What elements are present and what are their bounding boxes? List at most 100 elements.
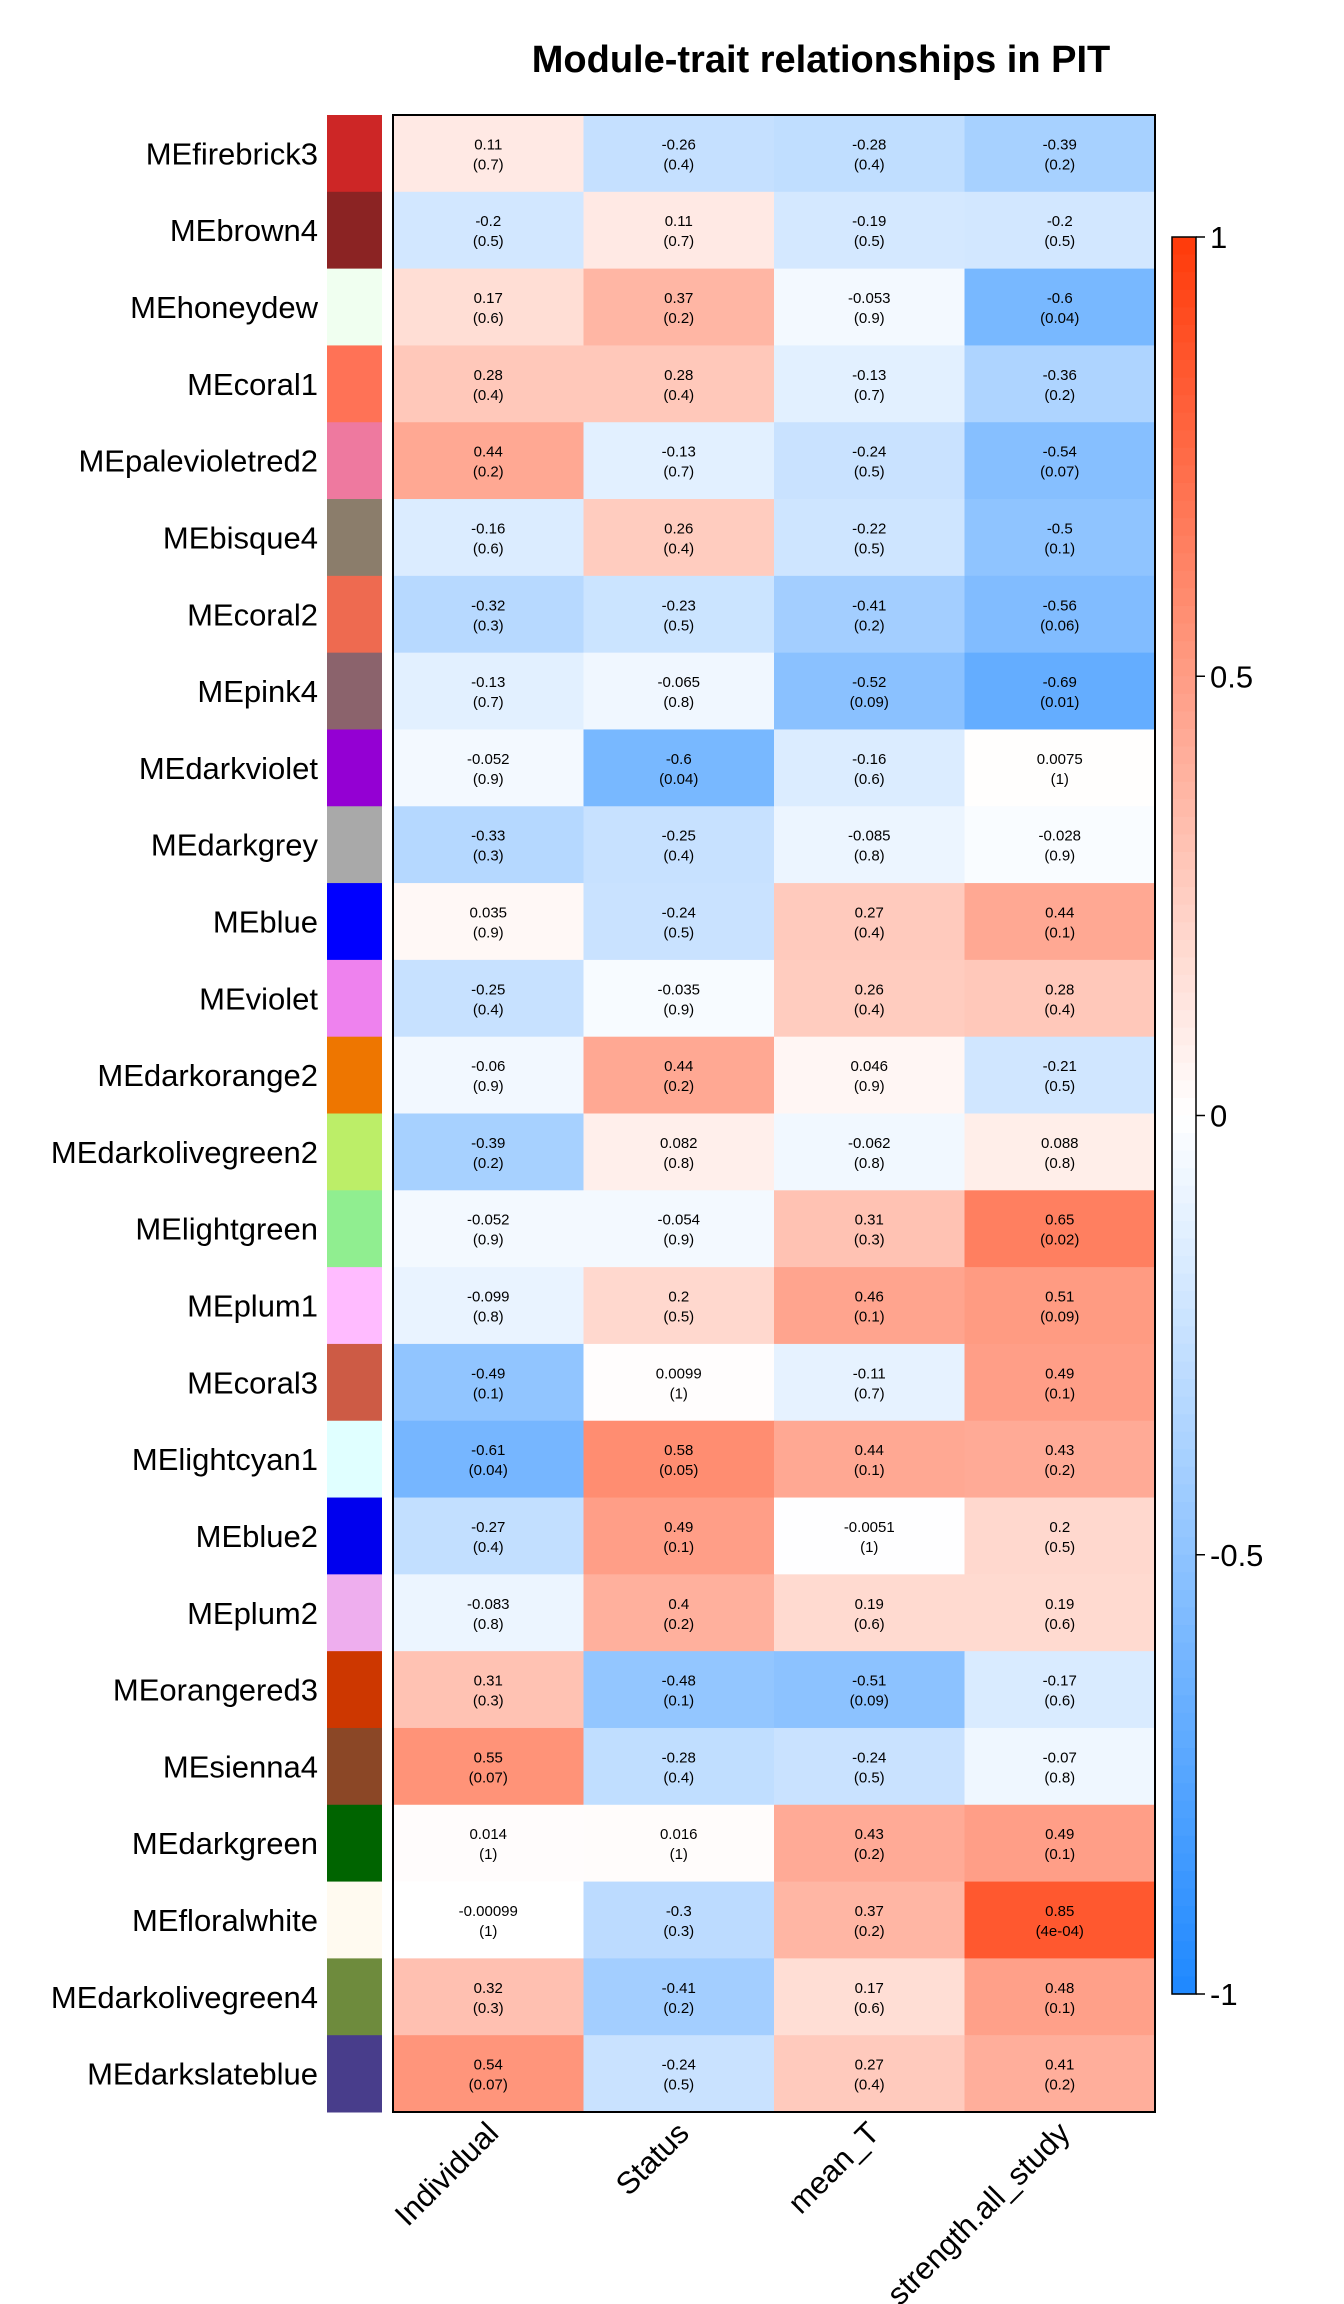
- row-labels: MEfirebrick3 MEbrown4 MEhoneydew MEcoral1 ME…: [51, 136, 319, 2091]
- heatmap-cell: [393, 1267, 584, 1345]
- legend-swatch: [1172, 1379, 1196, 1398]
- heatmap-cell: [774, 575, 965, 654]
- heatmap-cell: [774, 1113, 965, 1191]
- heatmap-cells: 0.11 (0.7) -0.26 (0.4) -0.28 (0.4) -0.39 (0.2) -…: [393, 115, 1156, 2113]
- legend-swatch: [1172, 1256, 1196, 1275]
- cell-correlation: -0.2: [1047, 213, 1073, 230]
- heatmap-cell: [393, 575, 584, 654]
- cell-pvalue: (0.7): [473, 694, 504, 711]
- legend-swatch: [1172, 1923, 1196, 1942]
- cell-pvalue: (0.8): [473, 1616, 504, 1633]
- cell-pvalue: (0.7): [854, 387, 885, 404]
- legend-swatch: [1172, 746, 1196, 765]
- module-color-swatch: [327, 1727, 382, 1806]
- heatmap-cell: [583, 1036, 775, 1114]
- module-color-swatch: [327, 345, 382, 423]
- heatmap-cell: [774, 1574, 965, 1652]
- cell-correlation: 0.046: [850, 1058, 888, 1075]
- cell-pvalue: (0.9): [473, 924, 504, 941]
- legend-swatch: [1172, 395, 1196, 414]
- heatmap-cell: [774, 1727, 965, 1806]
- legend-swatch: [1172, 465, 1196, 484]
- cell-pvalue: (0.2): [854, 1846, 885, 1863]
- heatmap-cell: [964, 883, 1156, 961]
- heatmap-cell: [583, 729, 775, 807]
- cell-correlation: -0.19: [852, 213, 886, 230]
- heatmap-cell: [964, 652, 1156, 730]
- cell-correlation: -0.24: [662, 904, 696, 921]
- legend-swatch: [1172, 1115, 1196, 1134]
- legend-swatch: [1172, 1642, 1196, 1661]
- legend-swatch: [1172, 1502, 1196, 1521]
- cell-pvalue: (0.3): [473, 1693, 504, 1710]
- cell-pvalue: (0.5): [854, 540, 885, 557]
- cell-pvalue: (0.5): [854, 464, 885, 481]
- heatmap-cell: [964, 1804, 1156, 1883]
- cell-pvalue: (0.4): [663, 848, 694, 865]
- legend-swatch: [1172, 658, 1196, 677]
- legend-swatch: [1172, 887, 1196, 906]
- legend-swatch: [1172, 1818, 1196, 1837]
- row-label: MEplum2: [187, 1596, 318, 1631]
- heatmap-cell: [583, 1804, 775, 1883]
- cell-correlation: -0.052: [467, 751, 510, 768]
- cell-correlation: 0.016: [660, 1826, 698, 1843]
- legend-swatch: [1172, 1308, 1196, 1327]
- heatmap-cell: [583, 1113, 775, 1191]
- legend-swatch: [1172, 1220, 1196, 1240]
- legend-swatch: [1172, 1888, 1196, 1907]
- legend-swatch: [1172, 1800, 1196, 1819]
- cell-pvalue: (0.2): [663, 2000, 694, 2017]
- cell-correlation: 0.26: [855, 981, 884, 998]
- cell-correlation: 0.48: [1045, 1980, 1074, 1997]
- cell-pvalue: (0.3): [473, 2000, 504, 2017]
- row-label: MEdarkslateblue: [87, 2057, 318, 2092]
- cell-pvalue: (0.5): [473, 233, 504, 250]
- legend-swatch: [1172, 1185, 1196, 1204]
- row-label: MEdarkorange2: [97, 1058, 318, 1093]
- heatmap-cell: [583, 499, 775, 577]
- cell-pvalue: (1): [479, 1846, 497, 1863]
- cell-pvalue: (0.2): [1044, 387, 1075, 404]
- legend-tick-label: 0.5: [1210, 659, 1253, 694]
- heatmap-cell: [774, 1036, 965, 1114]
- legend-swatch: [1172, 1695, 1196, 1714]
- cell-pvalue: (0.5): [663, 2077, 694, 2094]
- cell-pvalue: (0.3): [854, 1232, 885, 1249]
- cell-pvalue: (0.2): [854, 1923, 885, 1940]
- cell-correlation: 0.014: [469, 1826, 507, 1843]
- cell-correlation: 0.49: [1045, 1365, 1074, 1382]
- column-label: strength.all_study: [880, 2115, 1077, 2304]
- cell-pvalue: (0.4): [1044, 1001, 1075, 1018]
- legend-swatch: [1172, 992, 1196, 1011]
- row-label: MElightgreen: [135, 1212, 318, 1247]
- cell-correlation: -0.085: [848, 828, 891, 845]
- heatmap-cell: [393, 2035, 584, 2113]
- cell-correlation: -0.062: [848, 1135, 891, 1152]
- cell-pvalue: (0.8): [473, 1309, 504, 1326]
- row-label: MEpalevioletred2: [78, 444, 318, 479]
- row-label: MEcoral3: [187, 1365, 318, 1400]
- cell-correlation: 0.58: [664, 1442, 693, 1459]
- legend-tick-label: 1: [1210, 220, 1227, 255]
- cell-pvalue: (0.1): [854, 1309, 885, 1326]
- cell-correlation: 0.2: [1049, 1519, 1070, 1536]
- cell-correlation: 0.11: [665, 213, 693, 230]
- cell-pvalue: (0.2): [663, 1616, 694, 1633]
- legend-swatch: [1172, 1203, 1196, 1222]
- heatmap-cell: [964, 1727, 1156, 1806]
- cell-correlation: 0.17: [855, 1980, 884, 1997]
- module-color-swatch: [327, 883, 382, 961]
- cell-pvalue: (0.6): [1044, 1616, 1075, 1633]
- heatmap-cell: [774, 1190, 965, 1268]
- cell-pvalue: (0.4): [663, 1769, 694, 1786]
- cell-correlation: -0.25: [471, 981, 505, 998]
- heatmap-cell: [774, 1804, 965, 1883]
- cell-correlation: -0.028: [1038, 828, 1081, 845]
- legend-swatch: [1172, 851, 1196, 871]
- heatmap-cell: [393, 1574, 584, 1652]
- heatmap-cell: [964, 1497, 1156, 1575]
- legend-swatch: [1172, 1326, 1196, 1345]
- cell-correlation: -0.13: [471, 674, 505, 691]
- cell-pvalue: (0.6): [1044, 1693, 1075, 1710]
